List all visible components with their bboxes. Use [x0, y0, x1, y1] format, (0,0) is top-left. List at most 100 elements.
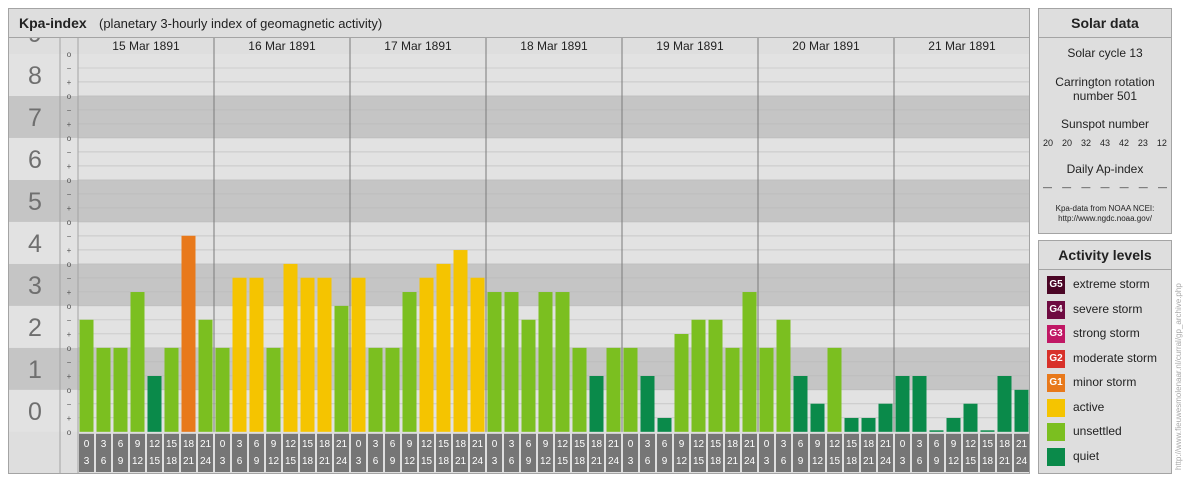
carrington-rotation-line2: number 501	[1072, 89, 1138, 103]
kp-bar	[402, 292, 417, 432]
legend-item-active: active	[1047, 398, 1171, 417]
hour-start-label: 15	[846, 439, 858, 450]
kp-bar	[912, 375, 927, 432]
hour-start-label: 9	[135, 439, 141, 450]
minor-tick-label: +	[67, 372, 72, 381]
kp-bar	[929, 430, 944, 432]
legend-swatch: G4	[1047, 300, 1065, 319]
legend-item-extreme-storm: G5 extreme storm	[1047, 276, 1171, 294]
hour-start-label: 21	[200, 439, 212, 450]
hour-start-label: 21	[336, 439, 348, 450]
hour-box	[198, 433, 213, 472]
hour-start-label: 12	[557, 439, 569, 450]
kp-bar	[164, 347, 179, 432]
kp-bar	[130, 292, 145, 432]
sunspot-value: 12	[1156, 138, 1167, 148]
legend-swatch: G5	[1047, 276, 1065, 294]
hour-box	[215, 433, 230, 472]
hour-end-label: 18	[982, 456, 994, 467]
hour-box	[453, 433, 468, 472]
carrington-rotation-line1: Carrington rotation	[1055, 75, 1155, 89]
hour-box	[589, 433, 604, 472]
legend-swatch	[1047, 423, 1065, 441]
sunspot-values: 20 20 32 43 42 23 12	[1043, 138, 1167, 148]
hour-box	[521, 433, 536, 472]
kp-level-band	[9, 347, 1029, 390]
kp-bar	[436, 263, 451, 432]
hour-box	[232, 433, 247, 472]
levels-title: Activity levels	[1058, 247, 1152, 263]
hour-start-label: 15	[438, 439, 450, 450]
hour-start-label: 9	[815, 439, 821, 450]
hour-start-label: 3	[101, 439, 107, 450]
kpa-chart-panel: Kpa-index (planetary 3-hourly index of g…	[8, 8, 1030, 474]
hour-box	[844, 433, 859, 472]
hour-box	[810, 433, 825, 472]
y-tick-label: 5	[28, 188, 42, 216]
y-tick-label: 7	[28, 104, 42, 132]
hour-box	[266, 433, 281, 472]
hour-start-label: 12	[829, 439, 841, 450]
hour-start-label: 18	[863, 439, 875, 450]
minor-tick-label: −	[67, 64, 72, 73]
kp-bar	[249, 277, 264, 432]
kp-bar	[980, 430, 995, 432]
hour-box	[147, 433, 162, 472]
hour-box	[334, 433, 349, 472]
minor-tick-label: −	[67, 274, 72, 283]
legend-swatch	[1047, 447, 1065, 466]
hour-end-label: 15	[149, 456, 161, 467]
hour-start-label: 0	[900, 439, 906, 450]
hour-end-label: 24	[880, 456, 892, 467]
minor-tick-label: +	[67, 162, 72, 171]
hour-start-label: 9	[951, 439, 957, 450]
hour-end-label: 12	[404, 456, 416, 467]
hour-end-label: 3	[84, 456, 90, 467]
kp-bar	[555, 292, 570, 432]
hour-end-label: 21	[455, 456, 467, 467]
hour-start-label: 12	[693, 439, 705, 450]
minor-tick-label: o	[67, 302, 72, 311]
hour-start-label: 18	[183, 439, 195, 450]
hour-box	[283, 433, 298, 472]
hour-end-label: 21	[999, 456, 1011, 467]
hour-start-label: 0	[764, 439, 770, 450]
kp-level-band	[9, 54, 1029, 96]
ap-index-values: — — — — — — —	[1043, 182, 1167, 192]
hour-end-label: 9	[254, 456, 260, 467]
hour-end-label: 12	[268, 456, 280, 467]
kp-bar	[198, 319, 213, 432]
hour-box	[640, 433, 655, 472]
kp-bar	[623, 347, 638, 432]
kp-bar	[640, 375, 655, 432]
kp-bar	[419, 277, 434, 432]
hour-end-label: 21	[183, 456, 195, 467]
hour-box	[96, 433, 111, 472]
kp-bar	[793, 375, 808, 432]
kp-bar	[895, 375, 910, 432]
hour-end-label: 24	[200, 456, 212, 467]
hour-end-label: 24	[744, 456, 756, 467]
hour-end-label: 12	[948, 456, 960, 467]
y-tick-label: 1	[28, 356, 42, 384]
kp-bar	[334, 305, 349, 432]
kp-level-band	[9, 305, 1029, 348]
kp-bar	[487, 292, 502, 432]
hour-start-label: 21	[472, 439, 484, 450]
hour-end-label: 18	[438, 456, 450, 467]
kp-bar	[538, 292, 553, 432]
legend-label: quiet	[1073, 448, 1100, 463]
y-tick-label: 4	[28, 230, 42, 258]
kp-bar	[776, 319, 791, 432]
kp-bar	[606, 347, 621, 432]
hour-end-label: 3	[492, 456, 498, 467]
hour-box	[572, 433, 587, 472]
kp-bar	[521, 319, 536, 432]
hour-end-label: 6	[917, 456, 923, 467]
kp-bar	[351, 277, 366, 432]
kp-bar	[181, 235, 196, 432]
hour-start-label: 12	[421, 439, 433, 450]
source-link[interactable]: http://www.ngdc.noaa.gov/	[1058, 214, 1152, 223]
hour-box	[317, 433, 332, 472]
minor-tick-label: o	[67, 50, 72, 59]
